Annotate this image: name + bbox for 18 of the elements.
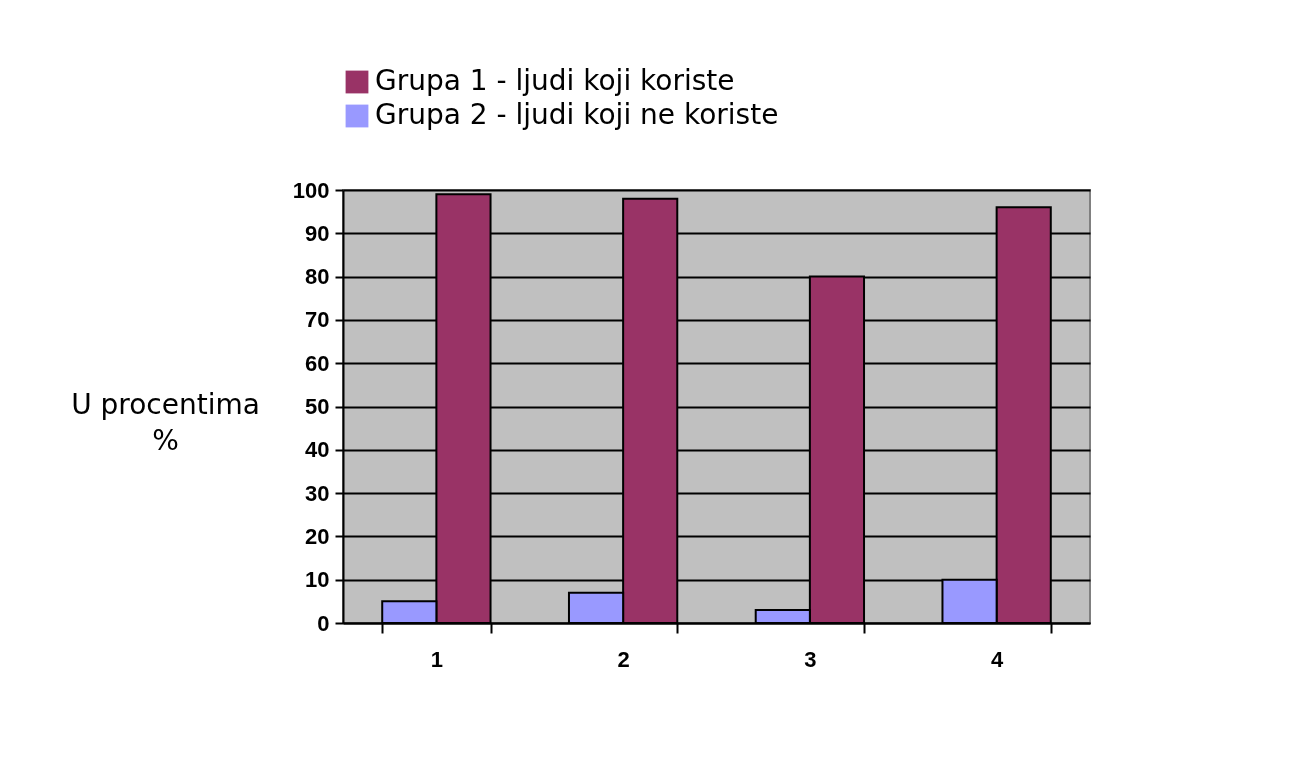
y-tick-label: 10 — [305, 567, 330, 593]
y-tick-label: 40 — [305, 437, 330, 463]
legend-label: Grupa 2 - ljudi koji ne koriste — [375, 98, 779, 131]
y-tick-label: 90 — [305, 220, 330, 246]
y-tick-label: 60 — [305, 350, 330, 376]
y-tick-label: 50 — [305, 394, 330, 419]
y-tick-label: 0 — [317, 610, 330, 636]
y-tick-label: 20 — [305, 523, 330, 549]
x-tick-label: 2 — [617, 646, 630, 672]
x-tick-label: 1 — [430, 646, 443, 672]
y-axis-title: U procentima % — [71, 387, 260, 457]
y-tick-label: 100 — [292, 177, 330, 203]
x-tick-label: 4 — [991, 646, 1004, 672]
y-tick-label: 80 — [305, 264, 330, 290]
x-tick-label: 3 — [804, 646, 817, 672]
y-tick-label: 30 — [305, 480, 330, 506]
y-tick-label: 70 — [305, 307, 330, 333]
legend-label: Grupa 1 - ljudi koji koriste — [375, 64, 735, 97]
